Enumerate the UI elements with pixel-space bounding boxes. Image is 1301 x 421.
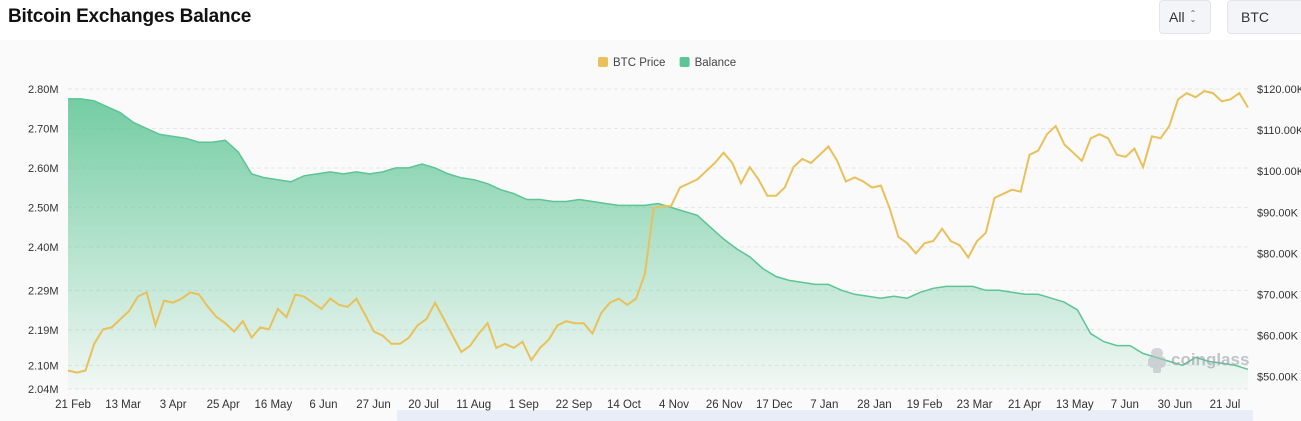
y-right-tick-label: $120.00K bbox=[1257, 84, 1301, 96]
legend-item[interactable]: Balance bbox=[679, 57, 737, 69]
time-range-value: All bbox=[1169, 9, 1185, 25]
y-right-tick-label: $50.00K bbox=[1257, 372, 1299, 384]
y-right-tick-label: $90.00K bbox=[1257, 207, 1299, 219]
x-tick-label: 22 Sep bbox=[556, 399, 592, 411]
legend: BTC Price Balance bbox=[598, 57, 736, 69]
x-tick-label: 21 Jul bbox=[1210, 399, 1241, 411]
x-tick-label: 23 Mar bbox=[957, 399, 993, 411]
x-tick-label: 7 Jan bbox=[810, 399, 838, 411]
x-tick-label: 21 Apr bbox=[1008, 399, 1041, 411]
legend-swatch bbox=[679, 57, 690, 67]
x-tick-label: 27 Jun bbox=[356, 399, 391, 411]
x-tick-label: 16 May bbox=[254, 399, 292, 411]
x-tick-label: 6 Jun bbox=[309, 399, 337, 411]
coinglass-watermark: coinglass bbox=[1146, 346, 1249, 374]
chevron-up-down-icon: ⌃ ⌄ bbox=[1189, 9, 1197, 24]
balance-line bbox=[68, 98, 1249, 371]
btc-price-line bbox=[67, 90, 1249, 374]
y-left-tick-label: 2.19M bbox=[28, 325, 59, 337]
x-tick-label: 13 May bbox=[1056, 399, 1094, 411]
y-left-tick-label: 2.10M bbox=[28, 360, 59, 372]
x-tick-label: 17 Dec bbox=[756, 399, 793, 411]
x-tick-label: 3 Apr bbox=[160, 399, 187, 411]
coinglass-logo-icon bbox=[1148, 348, 1166, 373]
watermark-text: coinglass bbox=[1171, 350, 1250, 369]
x-tick-label: 28 Jan bbox=[857, 399, 892, 411]
balance-area bbox=[68, 98, 1248, 390]
x-tick-label: 11 Aug bbox=[456, 399, 491, 411]
y-left-tick-label: 2.80M bbox=[28, 84, 59, 96]
y-left-tick-label: 2.04M bbox=[28, 384, 59, 396]
x-tick-label: 26 Nov bbox=[706, 399, 743, 411]
y-right-tick-label: $70.00K bbox=[1257, 289, 1299, 301]
series-layer bbox=[67, 90, 1249, 390]
y-left-tick-label: 2.70M bbox=[28, 123, 59, 135]
y-right-tick-label: $100.00K bbox=[1257, 166, 1301, 178]
x-tick-label: 7 Jun bbox=[1111, 399, 1139, 411]
axis-labels: 2.80M 2.70M 2.60M 2.50M 2.40M 2.29M 2.19M 2.10M… bbox=[28, 84, 1301, 411]
unit-select[interactable]: BTC bbox=[1227, 0, 1301, 34]
range-slider-track[interactable] bbox=[397, 410, 1253, 421]
x-tick-label: 20 Jul bbox=[408, 399, 439, 411]
x-tick-label: 19 Feb bbox=[907, 399, 943, 411]
legend-item[interactable]: BTC Price bbox=[598, 57, 665, 69]
y-right-tick-label: $80.00K bbox=[1257, 248, 1299, 260]
x-tick-label: 13 Mar bbox=[105, 399, 141, 411]
time-range-select[interactable]: All ⌃ ⌄ bbox=[1159, 0, 1211, 34]
x-tick-label: 14 Oct bbox=[607, 399, 642, 411]
y-left-tick-label: 2.40M bbox=[28, 242, 59, 254]
x-tick-label: 21 Feb bbox=[55, 399, 91, 411]
y-left-tick-label: 2.50M bbox=[28, 202, 59, 214]
y-left-tick-label: 2.60M bbox=[28, 163, 59, 175]
page-title: Bitcoin Exchanges Balance bbox=[8, 6, 252, 27]
unit-value: BTC bbox=[1241, 9, 1269, 25]
x-tick-label: 4 Nov bbox=[659, 399, 689, 411]
legend-label: Balance bbox=[695, 57, 737, 69]
y-right-tick-label: $110.00K bbox=[1257, 125, 1301, 137]
x-tick-label: 1 Sep bbox=[509, 399, 539, 411]
x-tick-label: 25 Apr bbox=[207, 399, 240, 411]
y-right-tick-label: $60.00K bbox=[1257, 331, 1299, 343]
y-left-tick-label: 2.29M bbox=[28, 285, 59, 297]
legend-swatch bbox=[598, 57, 608, 67]
x-tick-label: 30 Jun bbox=[1158, 399, 1193, 411]
legend-label: BTC Price bbox=[613, 57, 665, 69]
